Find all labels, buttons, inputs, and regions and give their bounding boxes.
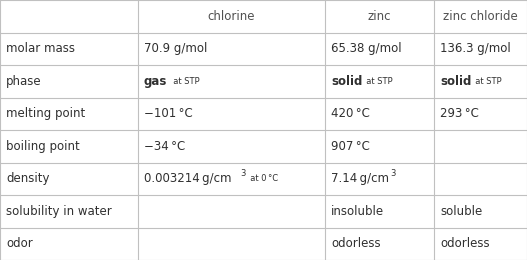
- Text: 136.3 g/mol: 136.3 g/mol: [440, 42, 511, 55]
- Text: 0.003214 g/cm: 0.003214 g/cm: [144, 172, 231, 185]
- Text: at STP: at STP: [168, 77, 200, 86]
- Text: 420 °C: 420 °C: [331, 107, 370, 120]
- Text: solid: solid: [440, 75, 471, 88]
- Text: melting point: melting point: [6, 107, 85, 120]
- Text: at 0 °C: at 0 °C: [245, 174, 278, 183]
- Text: solubility in water: solubility in water: [6, 205, 112, 218]
- Text: 70.9 g/mol: 70.9 g/mol: [144, 42, 208, 55]
- Text: 3: 3: [390, 169, 395, 178]
- Text: gas: gas: [144, 75, 168, 88]
- Text: at STP: at STP: [361, 77, 393, 86]
- Text: zinc: zinc: [368, 10, 391, 23]
- Text: −34 °C: −34 °C: [144, 140, 186, 153]
- Text: soluble: soluble: [440, 205, 482, 218]
- Text: odorless: odorless: [331, 237, 380, 250]
- Text: zinc chloride: zinc chloride: [443, 10, 518, 23]
- Text: phase: phase: [6, 75, 42, 88]
- Text: odorless: odorless: [440, 237, 490, 250]
- Text: molar mass: molar mass: [6, 42, 75, 55]
- Text: 293 °C: 293 °C: [440, 107, 479, 120]
- Text: 3: 3: [240, 169, 246, 178]
- Text: chlorine: chlorine: [208, 10, 255, 23]
- Text: at STP: at STP: [470, 77, 502, 86]
- Text: boiling point: boiling point: [6, 140, 80, 153]
- Text: solid: solid: [331, 75, 363, 88]
- Text: 65.38 g/mol: 65.38 g/mol: [331, 42, 402, 55]
- Text: 907 °C: 907 °C: [331, 140, 370, 153]
- Text: odor: odor: [6, 237, 33, 250]
- Text: 7.14 g/cm: 7.14 g/cm: [331, 172, 389, 185]
- Text: insoluble: insoluble: [331, 205, 384, 218]
- Text: −101 °C: −101 °C: [144, 107, 193, 120]
- Text: density: density: [6, 172, 50, 185]
